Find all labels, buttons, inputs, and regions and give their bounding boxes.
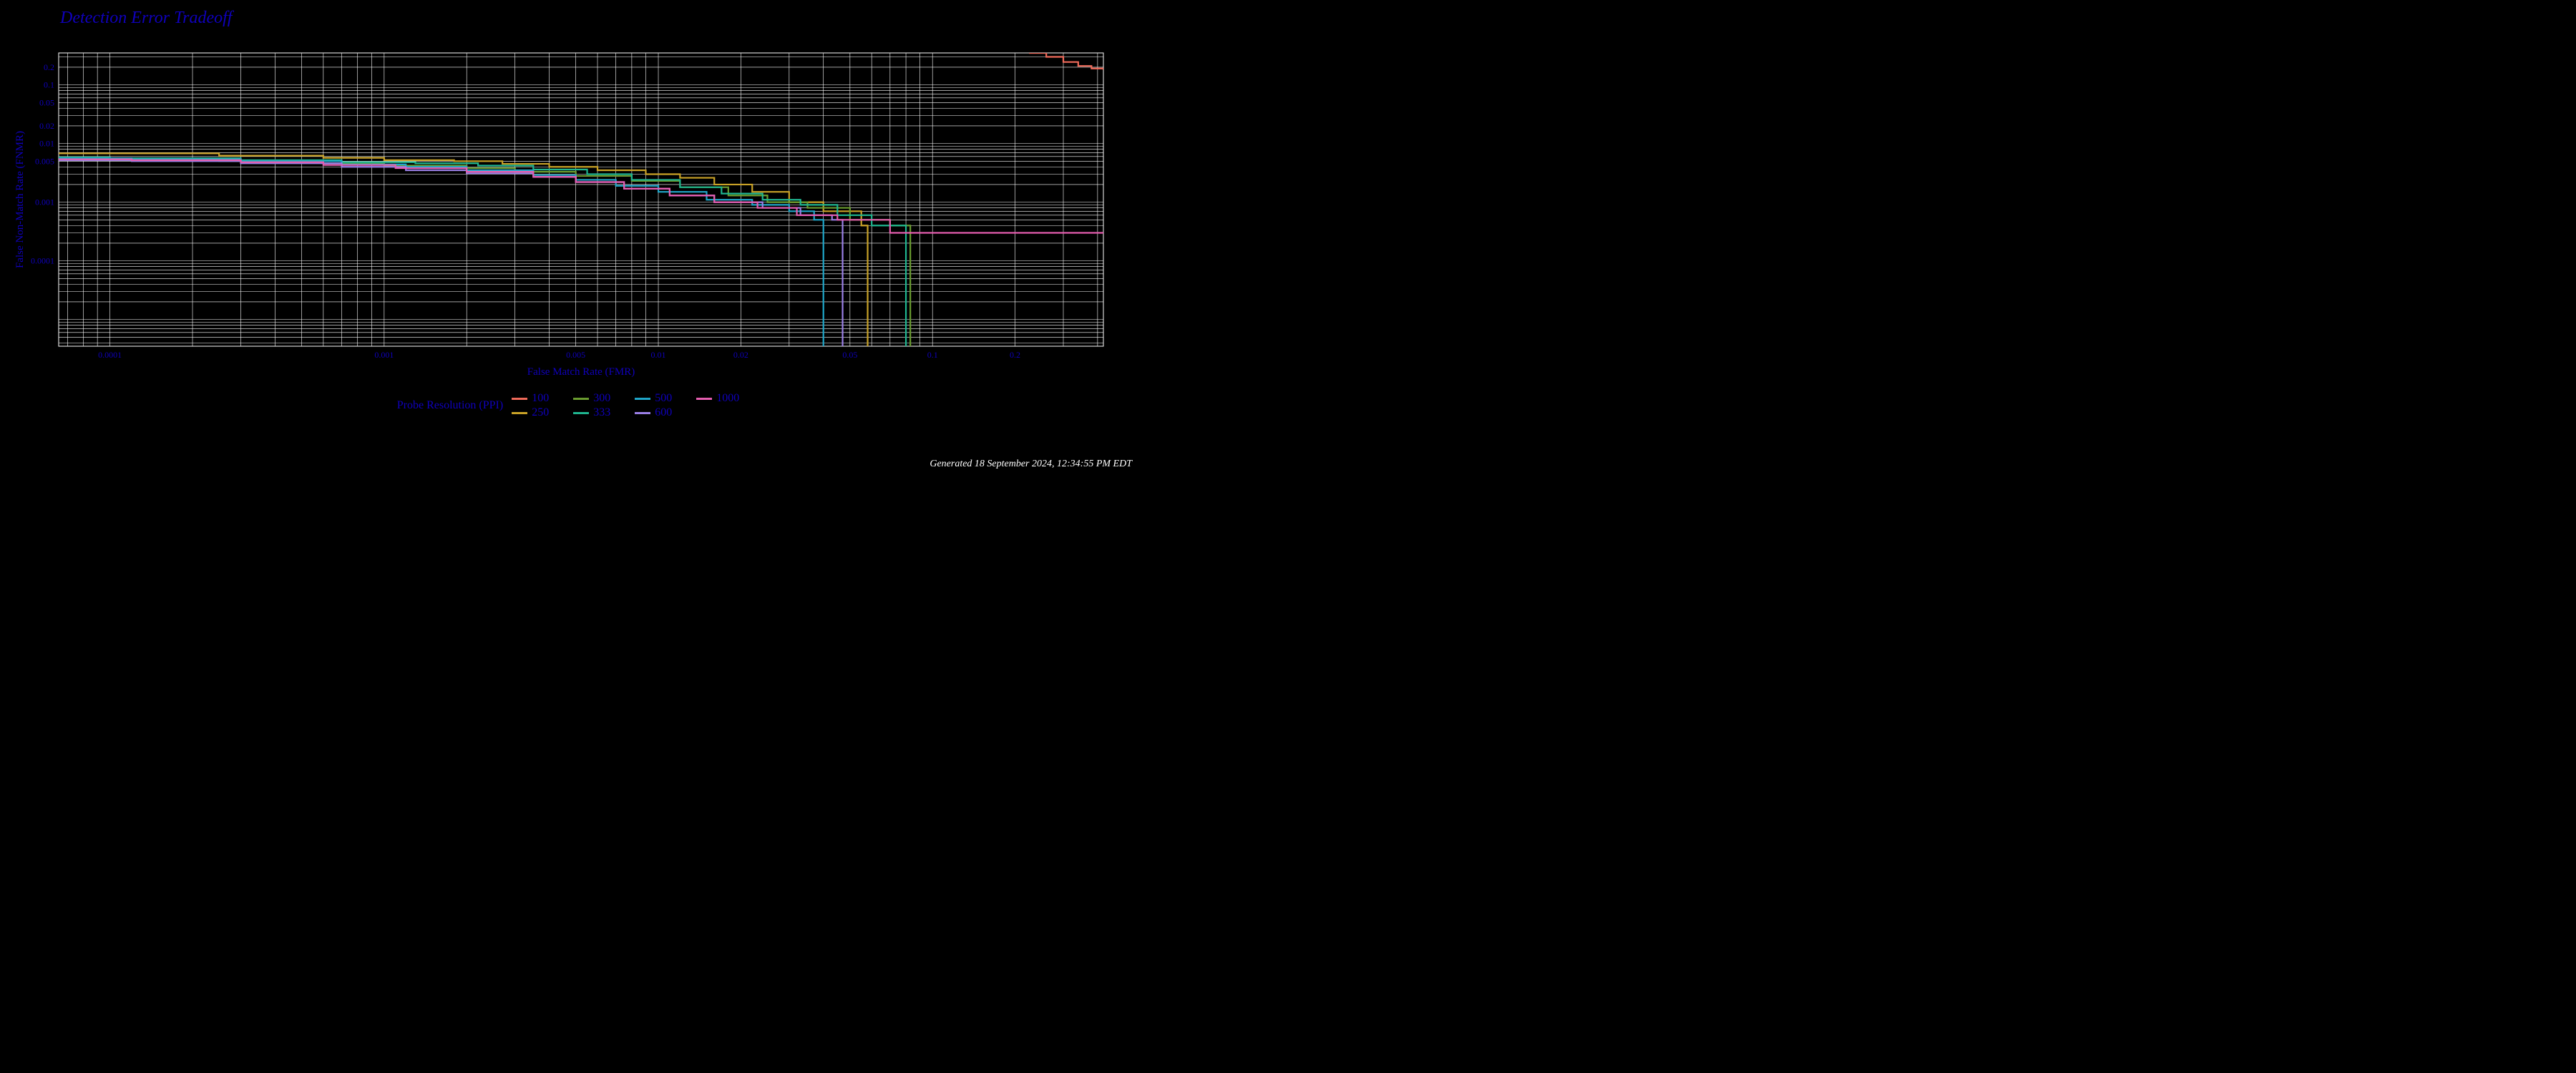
legend-item: 1000 <box>696 392 748 405</box>
y-tick-label: 0.005 <box>35 156 54 166</box>
legend-items: 100 300 500 1000 250 333 600 <box>512 392 748 419</box>
legend-label: 1000 <box>716 392 739 405</box>
x-tick-label: 0.005 <box>566 350 585 360</box>
legend-item: 100 <box>512 392 563 405</box>
y-tick-label: 0.001 <box>35 197 54 207</box>
legend-label: 250 <box>532 406 549 419</box>
legend-item: 300 <box>573 392 625 405</box>
legend-label: 600 <box>655 406 672 419</box>
legend-swatch <box>696 398 712 400</box>
x-tick-label: 0.2 <box>1010 350 1020 360</box>
x-tick-label: 0.001 <box>374 350 394 360</box>
series-line <box>59 157 906 346</box>
legend-row: 100 300 500 1000 <box>512 392 748 405</box>
x-tick-label: 0.0001 <box>98 350 122 360</box>
legend-item: 250 <box>512 406 563 419</box>
plot-border <box>59 53 1103 346</box>
legend-row: 250 333 600 <box>512 406 748 419</box>
footer-timestamp: Generated 18 September 2024, 12:34:55 PM… <box>930 459 1132 470</box>
x-tick-label: 0.05 <box>842 350 857 360</box>
y-tick-label: 0.0001 <box>31 256 54 266</box>
y-axis-label: False Non-Match Rate (FNMR) <box>14 53 26 346</box>
series-line <box>59 159 910 346</box>
legend-label: 500 <box>655 392 672 405</box>
y-tick-label: 0.1 <box>44 80 54 90</box>
legend-item: 333 <box>573 406 625 419</box>
legend-label: 300 <box>593 392 610 405</box>
legend: Probe Resolution (PPI) 100 300 500 1000 250 3… <box>0 392 1145 419</box>
legend-title: Probe Resolution (PPI) <box>397 399 503 412</box>
legend-item: 500 <box>635 392 686 405</box>
chart-container: Detection Error Tradeoff 0.00010.0010.00… <box>0 0 1145 477</box>
series-group <box>59 53 1103 346</box>
legend-swatch <box>573 398 589 400</box>
y-tick-label: 0.2 <box>44 62 54 72</box>
legend-item: 600 <box>635 406 686 419</box>
legend-swatch <box>635 398 650 400</box>
x-tick-label: 0.02 <box>733 350 748 360</box>
y-tick-label: 0.05 <box>39 97 54 107</box>
legend-swatch <box>573 412 589 414</box>
legend-label: 333 <box>593 406 610 419</box>
x-axis-label: False Match Rate (FMR) <box>59 366 1103 378</box>
y-tick-label: 0.01 <box>39 139 54 149</box>
legend-swatch <box>635 412 650 414</box>
series-line <box>59 160 843 346</box>
y-tick-label: 0.02 <box>39 121 54 131</box>
series-line <box>59 153 868 346</box>
x-tick-label: 0.01 <box>651 350 666 360</box>
legend-swatch <box>512 398 527 400</box>
legend-label: 100 <box>532 392 549 405</box>
legend-swatch <box>512 412 527 414</box>
x-tick-label: 0.1 <box>927 350 938 360</box>
